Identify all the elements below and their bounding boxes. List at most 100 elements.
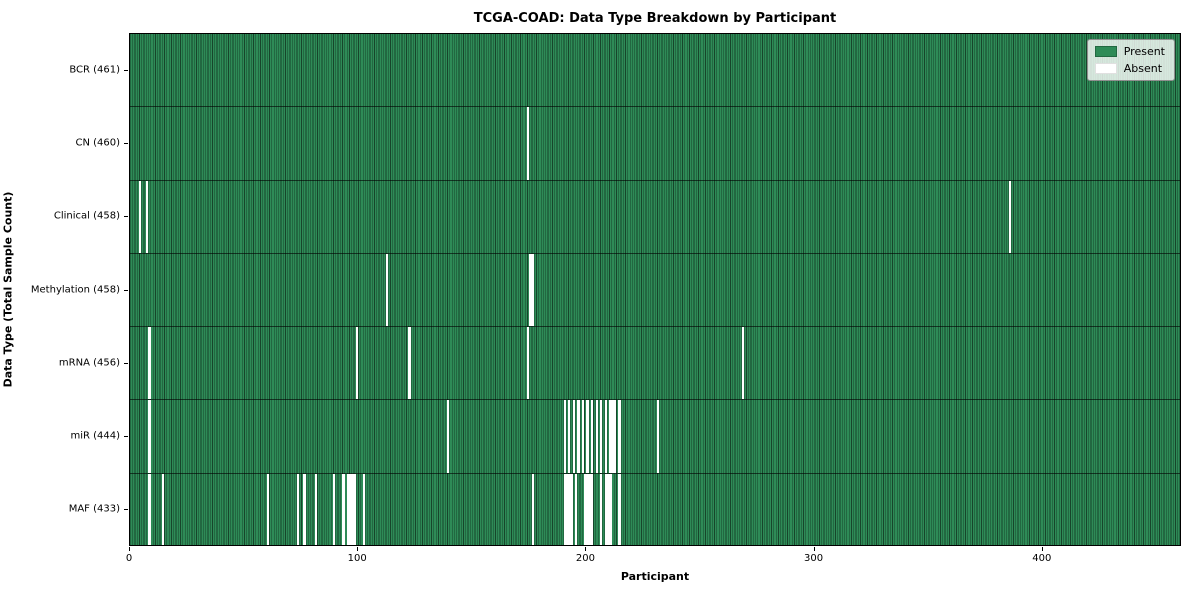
legend-item-present: Present bbox=[1094, 45, 1165, 58]
absent-cell bbox=[586, 473, 589, 545]
absent-cell bbox=[1008, 180, 1011, 253]
y-axis-tick-label-bcr: BCR (461) bbox=[69, 64, 120, 76]
absent-cell bbox=[296, 473, 299, 545]
absent-cell bbox=[586, 400, 589, 473]
y-axis-tick-label-clinical: Clinical (458) bbox=[53, 210, 120, 222]
y-axis-tick bbox=[124, 289, 128, 291]
absent-cell bbox=[590, 400, 594, 473]
absent-cell bbox=[529, 253, 532, 327]
x-axis-tick-label: 200 bbox=[575, 553, 595, 564]
absent-cell bbox=[570, 473, 573, 545]
chart-title: TCGA-COAD: Data Type Breakdown by Partic… bbox=[473, 11, 837, 26]
absent-swatch-icon bbox=[1094, 63, 1117, 74]
x-axis-label: Participant bbox=[620, 570, 690, 583]
y-axis-tick-label-mrna: mRNA (456) bbox=[58, 357, 120, 369]
absent-cell bbox=[385, 253, 388, 327]
absent-cell bbox=[584, 473, 587, 545]
y-axis-tick bbox=[124, 216, 128, 218]
absent-cell bbox=[590, 473, 594, 545]
absent-cell bbox=[581, 400, 585, 473]
x-axis-tick-label: 400 bbox=[1032, 553, 1052, 564]
absent-cell bbox=[600, 400, 603, 473]
absent-cell bbox=[303, 473, 306, 545]
absent-cell bbox=[351, 473, 354, 545]
absent-cell bbox=[447, 400, 450, 473]
absent-cell bbox=[527, 327, 530, 400]
y-axis-tick-label-mir: miR (444) bbox=[70, 430, 120, 442]
absent-cell bbox=[565, 473, 569, 545]
absent-cell bbox=[611, 400, 614, 473]
absent-cell bbox=[600, 473, 603, 545]
legend-item-absent: Absent bbox=[1094, 62, 1165, 75]
y-axis-tick-label-methylation: Methylation (458) bbox=[30, 284, 120, 295]
y-axis-tick bbox=[124, 436, 128, 438]
absent-cell bbox=[333, 473, 336, 545]
absent-cell bbox=[568, 400, 571, 473]
absent-cell bbox=[148, 327, 151, 400]
absent-cell bbox=[604, 473, 607, 545]
absent-cell bbox=[355, 327, 359, 400]
absent-cell bbox=[266, 473, 270, 545]
y-axis-tick bbox=[124, 142, 128, 144]
heatmap-row-mrna bbox=[130, 327, 1180, 401]
x-axis-tick bbox=[813, 547, 815, 551]
absent-cell bbox=[346, 473, 350, 545]
heatmap-row-mir bbox=[130, 400, 1180, 474]
absent-cell bbox=[139, 180, 142, 253]
y-axis-tick-label-cn: CN (460) bbox=[75, 137, 120, 149]
y-axis-tick bbox=[124, 509, 128, 511]
x-axis-tick bbox=[585, 547, 587, 551]
absent-cell bbox=[606, 473, 610, 545]
y-axis-label: Data Type (Total Sample Count) bbox=[1, 191, 15, 388]
absent-cell bbox=[314, 473, 318, 545]
absent-cell bbox=[148, 400, 151, 473]
absent-cell bbox=[362, 473, 366, 545]
absent-cell bbox=[148, 473, 151, 545]
absent-cell bbox=[353, 473, 356, 545]
legend-label-absent: Absent bbox=[1123, 62, 1163, 75]
heatmap-plot-area bbox=[129, 33, 1181, 546]
absent-cell bbox=[563, 473, 566, 545]
heatmap-row-bcr bbox=[130, 34, 1180, 108]
heatmap-row-clinical bbox=[130, 180, 1180, 254]
x-axis-tick-label: 0 bbox=[125, 553, 133, 564]
x-axis-tick bbox=[357, 547, 359, 551]
x-axis-tick-label: 300 bbox=[804, 553, 824, 564]
absent-cell bbox=[604, 400, 607, 473]
absent-cell bbox=[741, 327, 744, 400]
absent-cell bbox=[527, 107, 530, 180]
legend-label-present: Present bbox=[1123, 45, 1165, 58]
absent-cell bbox=[618, 473, 621, 545]
absent-cell bbox=[342, 473, 345, 545]
absent-cell bbox=[609, 473, 612, 545]
x-axis-tick bbox=[1041, 547, 1043, 551]
absent-cell bbox=[609, 400, 612, 473]
absent-cell bbox=[349, 473, 352, 545]
absent-cell bbox=[161, 473, 165, 545]
absent-cell bbox=[531, 473, 534, 545]
absent-cell bbox=[408, 327, 411, 400]
legend: Present Absent bbox=[1086, 39, 1175, 81]
absent-cell bbox=[588, 473, 591, 545]
absent-cell bbox=[618, 400, 621, 473]
absent-cell bbox=[531, 253, 534, 327]
x-axis-tick-label: 100 bbox=[347, 553, 367, 564]
absent-cell bbox=[613, 400, 617, 473]
absent-cell bbox=[563, 400, 566, 473]
absent-cell bbox=[572, 400, 575, 473]
y-axis-tick-label-maf: MAF (433) bbox=[68, 503, 120, 515]
heatmap-row-maf bbox=[130, 473, 1180, 545]
heatmap-row-cn bbox=[130, 107, 1180, 181]
absent-cell bbox=[577, 400, 580, 473]
y-axis-tick bbox=[124, 69, 128, 71]
x-axis-tick bbox=[129, 547, 130, 551]
absent-cell bbox=[574, 473, 578, 545]
present-swatch-icon bbox=[1094, 46, 1117, 57]
absent-cell bbox=[657, 400, 660, 473]
absent-cell bbox=[145, 180, 149, 253]
y-axis-tick bbox=[124, 362, 128, 364]
absent-cell bbox=[595, 400, 598, 473]
heatmap-row-methylation bbox=[130, 253, 1180, 328]
absent-cell bbox=[568, 473, 571, 545]
